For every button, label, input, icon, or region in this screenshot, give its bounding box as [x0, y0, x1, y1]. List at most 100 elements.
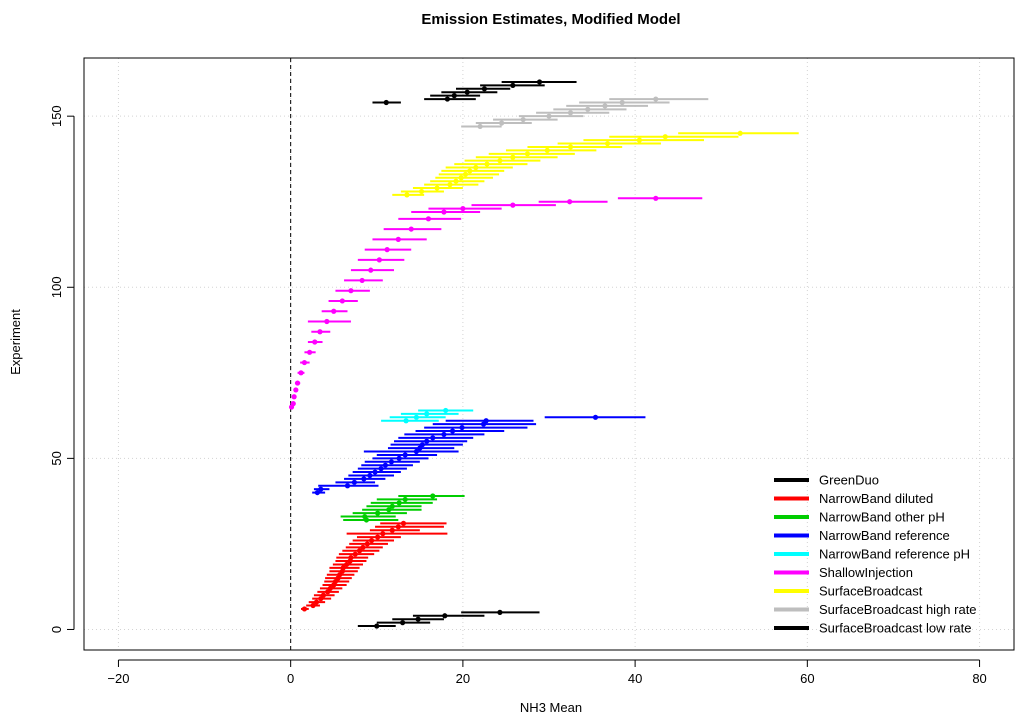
- legend-label: SurfaceBroadcast: [819, 584, 923, 599]
- point-estimate: [424, 438, 430, 444]
- point-estimate: [348, 555, 354, 561]
- series-surfacebroadcast-low-rate: [357, 609, 540, 629]
- point-estimate: [602, 103, 608, 109]
- point-estimate: [415, 616, 421, 622]
- point-estimate: [441, 209, 447, 215]
- point-estimate: [360, 544, 366, 550]
- point-estimate: [524, 151, 531, 157]
- point-estimate: [364, 541, 370, 547]
- point-estimate: [510, 82, 516, 88]
- point-estimate: [449, 428, 456, 434]
- point-estimate: [546, 113, 552, 119]
- point-estimate: [451, 93, 457, 99]
- point-estimate: [453, 178, 459, 184]
- legend-label: NarrowBand diluted: [819, 491, 933, 506]
- legend-label: NarrowBand other pH: [819, 510, 945, 525]
- point-estimate: [389, 527, 395, 533]
- point-estimate: [312, 339, 318, 345]
- point-estimate: [317, 329, 323, 335]
- point-estimate: [403, 418, 409, 424]
- point-estimate: [497, 158, 503, 164]
- point-estimate: [662, 134, 668, 140]
- point-estimate: [510, 202, 516, 208]
- point-estimate: [389, 503, 395, 509]
- point-estimate: [510, 154, 516, 160]
- point-estimate: [464, 89, 470, 95]
- legend-item: NarrowBand reference: [774, 528, 950, 543]
- point-estimate: [396, 455, 402, 461]
- point-estimate: [413, 448, 419, 455]
- point-estimate: [400, 520, 407, 526]
- point-estimate: [430, 435, 436, 441]
- point-estimate: [636, 137, 643, 143]
- point-estimate: [386, 507, 392, 513]
- point-estimate: [378, 466, 384, 472]
- point-estimate: [291, 394, 297, 400]
- point-estimate: [443, 407, 449, 414]
- legend: GreenDuo NarrowBand diluted NarrowBand oth…: [774, 473, 977, 636]
- point-estimate: [344, 483, 351, 489]
- point-estimate: [368, 267, 374, 273]
- point-estimate: [348, 288, 354, 294]
- legend-label: ShallowInjection: [819, 565, 913, 580]
- legend-item: ShallowInjection: [774, 565, 913, 580]
- point-estimate: [382, 462, 388, 468]
- point-estimate: [301, 606, 308, 612]
- point-estimate: [361, 476, 367, 482]
- series-greenduo: [372, 79, 577, 106]
- legend-label: GreenDuo: [819, 473, 879, 488]
- point-estimate: [327, 585, 333, 592]
- point-estimate: [460, 205, 466, 212]
- legend-label: NarrowBand reference pH: [819, 547, 970, 562]
- series-surfacebroadcast: [392, 130, 799, 198]
- point-estimate: [290, 401, 296, 407]
- point-estimate: [384, 247, 390, 253]
- point-estimate: [369, 537, 375, 544]
- point-estimate: [413, 414, 419, 420]
- point-estimate: [320, 592, 326, 598]
- point-estimate: [374, 623, 380, 629]
- point-estimate: [458, 175, 464, 181]
- legend-item: SurfaceBroadcast: [774, 584, 923, 599]
- point-estimate: [653, 195, 659, 201]
- point-estimate: [653, 96, 659, 102]
- point-estimate: [307, 349, 313, 355]
- point-estimate: [352, 551, 358, 557]
- point-estimate: [314, 489, 320, 496]
- series-narrowband-reference-ph: [381, 407, 474, 424]
- point-estimate: [344, 561, 350, 568]
- point-estimate: [462, 171, 469, 177]
- legend-item: SurfaceBroadcast low rate: [774, 621, 971, 636]
- point-estimate: [293, 387, 299, 393]
- point-estimate: [536, 79, 543, 85]
- series-surfacebroadcast-high-rate: [461, 96, 709, 130]
- point-estimate: [447, 182, 453, 188]
- point-estimate: [418, 188, 425, 195]
- series-narrowband-reference: [312, 414, 646, 496]
- plot-frame: [83, 57, 1015, 651]
- y-tick-label: 50: [49, 451, 64, 465]
- point-estimate: [376, 257, 382, 263]
- data-marks: [288, 79, 799, 629]
- x-tick-label: 80: [972, 671, 986, 686]
- legend-label: SurfaceBroadcast low rate: [819, 621, 971, 636]
- point-estimate: [395, 236, 401, 242]
- point-estimate: [424, 411, 430, 417]
- point-estimate: [351, 479, 357, 485]
- point-estimate: [380, 531, 386, 537]
- point-estimate: [434, 185, 440, 191]
- legend-item: SurfaceBroadcast high rate: [774, 602, 977, 617]
- y-axis-label: Experiment: [8, 309, 23, 375]
- point-estimate: [396, 500, 402, 506]
- point-estimate: [331, 308, 337, 314]
- series-narrowband-diluted: [301, 520, 448, 612]
- point-estimate: [499, 120, 505, 126]
- point-estimate: [442, 613, 448, 619]
- point-estimate: [444, 96, 450, 102]
- point-estimate: [356, 548, 363, 554]
- point-estimate: [425, 216, 432, 222]
- legend-item: NarrowBand diluted: [774, 491, 933, 506]
- point-estimate: [604, 140, 611, 147]
- point-estimate: [567, 110, 574, 116]
